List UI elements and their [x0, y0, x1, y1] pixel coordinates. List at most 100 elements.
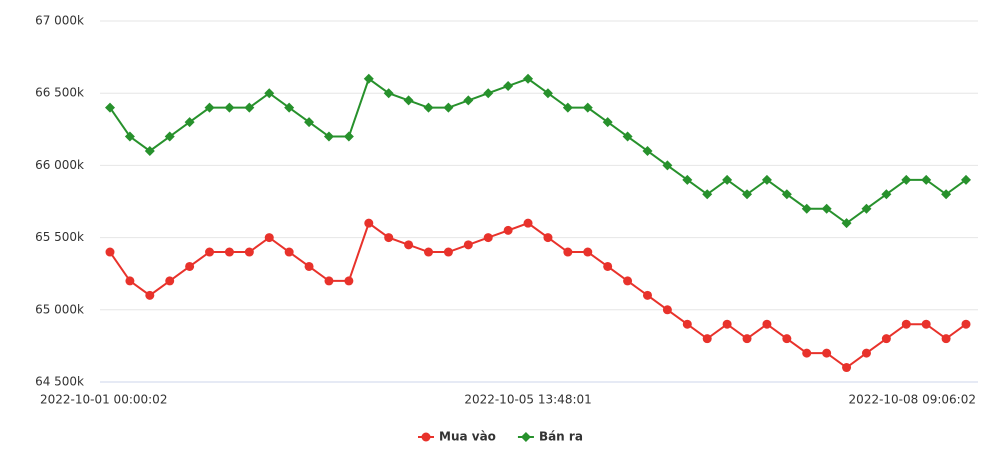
point	[881, 334, 891, 344]
point	[543, 233, 553, 243]
legend-label[interactable]: Bán ra	[539, 430, 583, 444]
point	[622, 131, 633, 142]
point	[423, 102, 434, 113]
series-line	[109, 221, 967, 369]
point	[822, 348, 832, 358]
point	[542, 88, 553, 99]
point	[244, 247, 254, 257]
point	[224, 102, 235, 113]
point	[323, 131, 334, 142]
y-tick-label: 65 000k	[35, 302, 84, 316]
y-tick-label: 64 500k	[35, 375, 84, 389]
point	[901, 319, 911, 329]
point	[563, 247, 573, 257]
point	[164, 131, 175, 142]
x-tick-label: 2022-10-01 00:00:02	[40, 393, 167, 407]
legend-marker	[421, 432, 431, 442]
point	[105, 102, 115, 113]
y-tick-label: 67 000k	[35, 14, 84, 28]
point	[443, 247, 453, 257]
point	[682, 319, 692, 329]
point	[364, 218, 374, 228]
legend-label[interactable]: Mua vào	[439, 430, 496, 444]
point	[742, 334, 752, 344]
point	[682, 174, 693, 185]
point	[403, 95, 414, 106]
point	[861, 203, 872, 214]
y-tick-label: 65 500k	[35, 230, 84, 244]
y-tick-label: 66 000k	[35, 158, 84, 172]
point	[204, 102, 215, 113]
point	[483, 233, 493, 243]
point	[702, 334, 712, 344]
point	[483, 88, 494, 99]
point	[782, 334, 792, 344]
point	[781, 189, 792, 200]
point	[523, 73, 534, 84]
point	[742, 189, 753, 200]
point	[562, 102, 573, 113]
point	[921, 319, 931, 329]
point	[642, 290, 652, 300]
point	[722, 319, 732, 329]
point	[941, 334, 951, 344]
point	[105, 247, 115, 257]
point	[124, 131, 135, 142]
point	[383, 88, 394, 99]
point	[304, 117, 315, 128]
point	[802, 348, 812, 358]
point	[762, 319, 772, 329]
point	[582, 102, 593, 113]
point	[921, 174, 932, 185]
point	[881, 189, 892, 200]
series-line	[109, 77, 967, 225]
point	[583, 247, 593, 257]
point	[264, 233, 274, 243]
point	[722, 174, 733, 185]
point	[861, 348, 871, 358]
point	[205, 247, 215, 257]
point	[961, 174, 971, 185]
point	[603, 261, 613, 271]
point	[662, 305, 672, 315]
x-tick-label: 2022-10-05 13:48:01	[464, 393, 591, 407]
point	[125, 276, 135, 286]
legend-marker	[520, 432, 531, 442]
point	[424, 247, 434, 257]
point	[623, 276, 633, 286]
point	[523, 218, 533, 228]
point	[443, 102, 454, 113]
point	[503, 225, 513, 235]
point	[384, 233, 394, 243]
point	[184, 117, 195, 128]
point	[761, 174, 772, 185]
point	[343, 131, 354, 142]
point	[185, 261, 195, 271]
point	[463, 95, 474, 106]
point	[324, 276, 334, 286]
point	[901, 174, 912, 185]
x-tick-label: 2022-10-08 09:06:02	[849, 393, 976, 407]
point	[165, 276, 175, 286]
point	[145, 290, 155, 300]
point	[841, 218, 852, 229]
point	[284, 247, 294, 257]
point	[344, 276, 354, 286]
point	[363, 73, 374, 84]
point	[842, 363, 852, 373]
point	[144, 145, 155, 156]
point	[264, 88, 275, 99]
point	[941, 189, 952, 200]
point	[662, 160, 673, 171]
point	[602, 117, 613, 128]
point	[961, 319, 971, 329]
point	[503, 80, 514, 91]
point	[702, 189, 713, 200]
point	[244, 102, 255, 113]
point	[304, 261, 314, 271]
point	[821, 203, 832, 214]
point	[642, 145, 653, 156]
point	[224, 247, 234, 257]
point	[404, 240, 414, 250]
